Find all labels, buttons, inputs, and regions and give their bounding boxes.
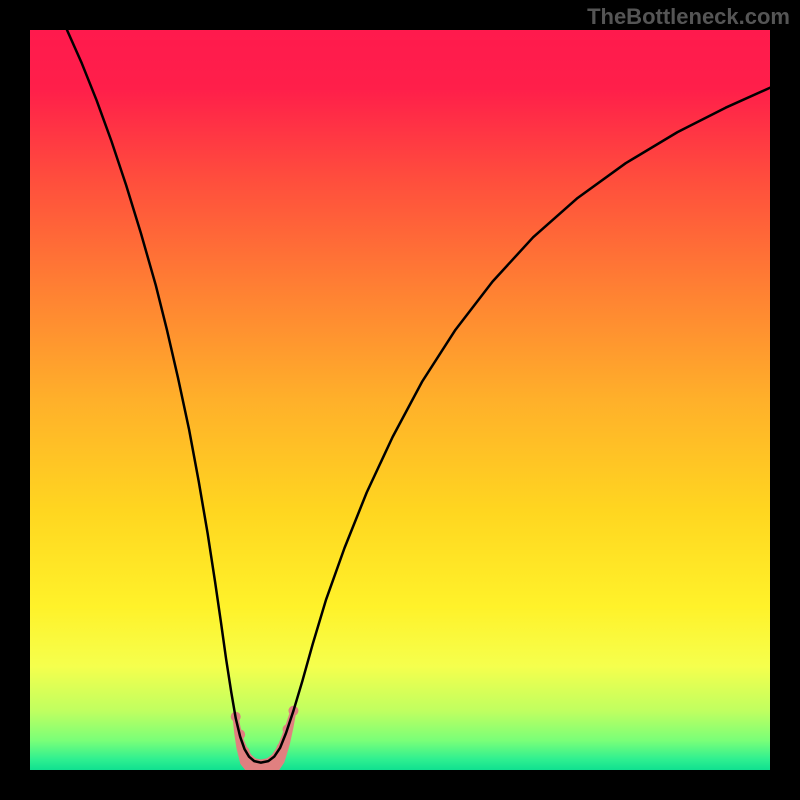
plot-area xyxy=(30,30,770,770)
bottleneck-curve xyxy=(67,30,770,763)
curve-layer xyxy=(30,30,770,770)
watermark-text: TheBottleneck.com xyxy=(587,4,790,30)
